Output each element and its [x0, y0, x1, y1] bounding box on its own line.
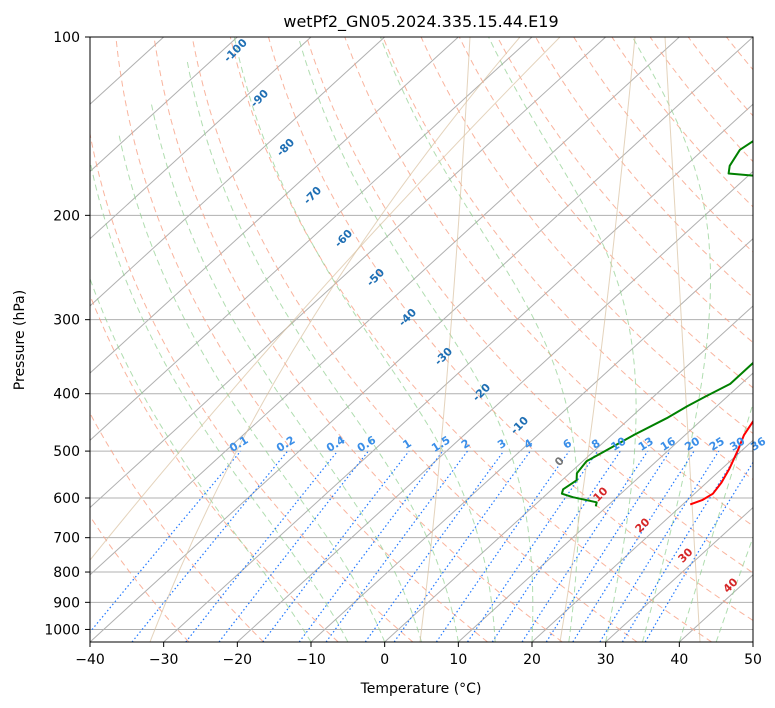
mixing-ratio-line — [644, 461, 753, 642]
y-tick-label: 500 — [53, 444, 80, 460]
mixing-ratio-line — [185, 450, 339, 642]
moist-adiabat-line — [632, 37, 711, 642]
y-tick-label: 600 — [53, 491, 80, 507]
dry-adiabat-line — [229, 37, 712, 642]
chart-title: wetPf2_GN05.2024.335.15.44.E19 — [283, 12, 558, 32]
mixing-ratio-line — [364, 450, 505, 642]
isotherm-line — [90, 37, 753, 642]
y-tick-label: 700 — [53, 531, 80, 547]
y-tick-label: 800 — [53, 565, 80, 581]
dry-adiabat-line — [649, 37, 753, 163]
x-tick-label: −40 — [75, 652, 105, 668]
moist-adiabat-line — [186, 61, 459, 642]
x-tick-label: −30 — [149, 652, 179, 668]
dry-adiabat-line — [344, 37, 753, 527]
dry-adiabat-line — [458, 37, 753, 389]
x-axis-ticks: −40 −30 −20 −10 0 10 20 30 40 50 — [75, 642, 762, 668]
moist-adiabat-line — [90, 277, 312, 642]
x-tick-label: 0 — [380, 652, 389, 668]
mixing-ratio-line — [393, 450, 531, 642]
dewpoint-line — [560, 140, 753, 507]
dry-adiabat-line — [191, 37, 638, 642]
isotherm-line — [90, 37, 238, 173]
background-arc — [559, 37, 636, 642]
dry-adiabat-line — [573, 37, 753, 253]
y-tick-label: 100 — [53, 30, 80, 46]
y-axis-ticks: 100 200 300 400 500 600 700 800 900 1000 — [44, 30, 90, 638]
x-tick-label: 10 — [449, 652, 467, 668]
isotherm-line — [605, 506, 753, 642]
mixing-ratio-line — [262, 450, 410, 642]
mixing-ratio-line — [131, 450, 289, 642]
isotherm-line — [457, 372, 753, 642]
x-tick-label: 40 — [670, 652, 688, 668]
isobar-grid — [90, 37, 753, 630]
skewed-isotherm-grid — [90, 37, 753, 642]
x-tick-label: −20 — [223, 652, 253, 668]
plot-area — [90, 37, 753, 642]
temperature-line — [689, 419, 753, 506]
dry-adiabat-line — [90, 131, 414, 642]
moist-adiabat-line — [118, 132, 386, 642]
isotherm-line — [90, 37, 386, 307]
moist-adiabat-line — [297, 37, 534, 642]
plot-frame — [89, 36, 754, 643]
moist-adiabat-line — [151, 104, 422, 642]
dry-adiabat-line — [90, 412, 264, 642]
background-arc — [149, 37, 521, 642]
y-tick-label: 1000 — [44, 622, 80, 638]
isotherm-line — [90, 37, 533, 442]
dry-adiabat-line — [268, 37, 753, 622]
background-arc — [90, 37, 561, 561]
moist-adiabat-line — [380, 37, 579, 642]
x-tick-label: −10 — [296, 652, 326, 668]
mixing-ratio-line — [621, 450, 740, 642]
isotherm-line — [90, 37, 312, 240]
mixing-ratio-line — [572, 450, 695, 642]
background-arc — [419, 37, 471, 642]
x-tick-label: 20 — [523, 652, 541, 668]
mixing-ratio-line — [467, 450, 599, 642]
mixing-ratio-lines — [90, 450, 753, 642]
dry-adiabat-line — [496, 37, 753, 344]
dry-adiabat-line — [115, 37, 488, 642]
moist-adiabat-line — [90, 158, 349, 642]
dry-adiabat-line — [382, 37, 753, 481]
y-axis-label: Pressure (hPa) — [12, 290, 28, 390]
moist-adiabat-line — [233, 37, 496, 642]
sounding-profiles — [560, 140, 753, 507]
isotherm-line — [90, 37, 459, 374]
isotherm-line — [90, 37, 680, 576]
y-tick-label: 900 — [53, 595, 80, 611]
x-axis-label: Temperature (°C) — [360, 681, 482, 697]
moist-adiabat-line — [678, 401, 753, 642]
isotherm-line — [384, 305, 753, 642]
mixing-ratio-line — [599, 450, 720, 642]
moist-adiabat-line — [715, 535, 753, 642]
mixing-ratio-line — [545, 450, 671, 642]
mixing-ratio-line — [90, 450, 242, 634]
isotherm-line — [531, 439, 753, 642]
y-tick-label: 200 — [53, 208, 80, 224]
y-tick-label: 300 — [53, 313, 80, 329]
mixing-ratio-line — [218, 450, 369, 642]
background-arcs — [90, 37, 701, 642]
isotherm-line — [310, 237, 753, 642]
dry-adiabat-line — [420, 37, 753, 435]
dry-adiabat-line — [306, 37, 753, 574]
y-tick-label: 400 — [53, 387, 80, 403]
isotherm-line — [90, 37, 607, 509]
dry-adiabat-line — [153, 37, 563, 642]
isotherm-line — [163, 103, 753, 642]
moist-adiabats — [90, 37, 753, 642]
x-tick-label: 30 — [597, 652, 615, 668]
x-tick-label: 50 — [744, 652, 762, 668]
moist-adiabat-line — [488, 37, 637, 642]
isotherm-line — [236, 170, 753, 642]
